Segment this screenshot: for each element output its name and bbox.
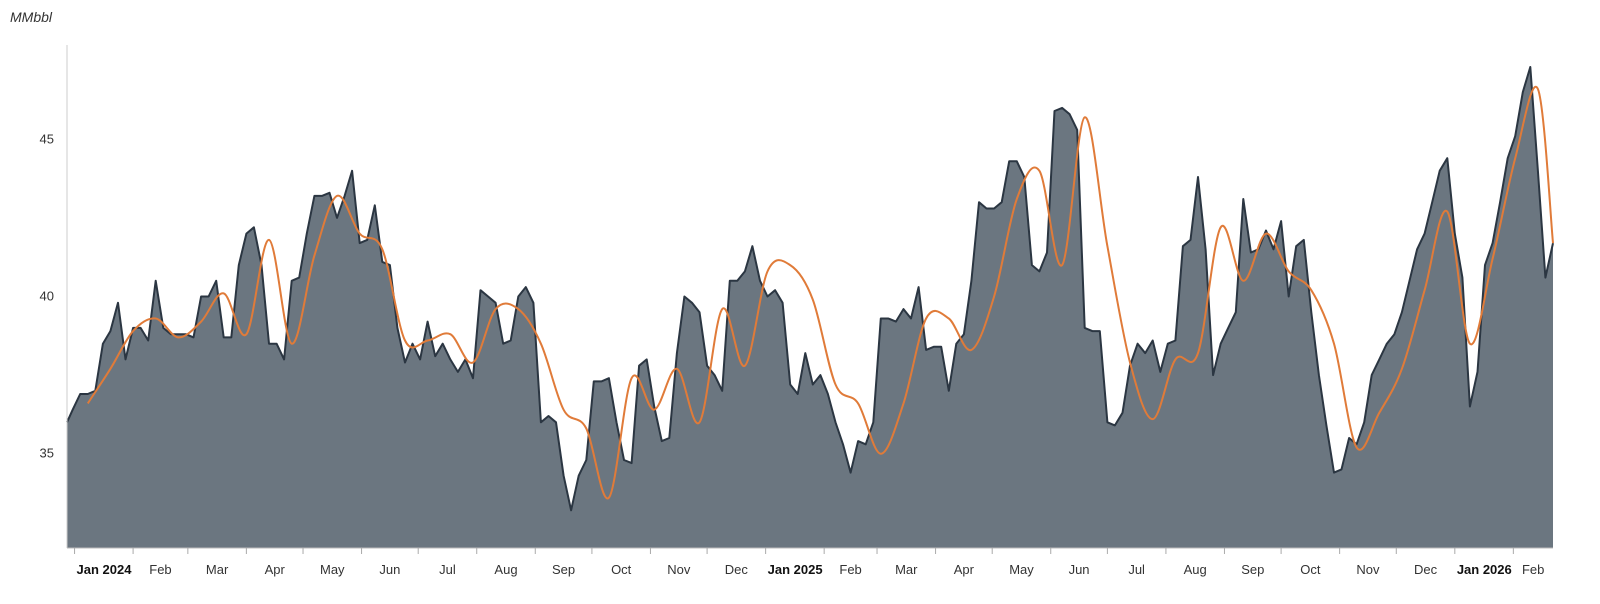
unit-label: MMbbl (10, 9, 53, 25)
x-tick-label: Nov (667, 562, 691, 577)
x-tick-label: Aug (494, 562, 517, 577)
x-tick-label: Jan 2024 (77, 562, 133, 577)
x-tick-label: Apr (954, 562, 975, 577)
y-tick-label: 35 (40, 446, 54, 461)
x-tick-label: Jan 2026 (1457, 562, 1512, 577)
x-axis-ticks: Jan 2024 Feb Mar Apr May Jun Jul Aug Sep Oct Nov De… (74, 548, 1544, 577)
series-average-line (86, 85, 1554, 500)
x-tick-label: Oct (1300, 562, 1321, 577)
x-tick-label: Apr (265, 562, 286, 577)
x-tick-label: Sep (552, 562, 575, 577)
y-axis-ticks: 35 40 45 (40, 131, 54, 460)
x-tick-label: Aug (1184, 562, 1207, 577)
y-tick-label: 45 (40, 131, 54, 146)
series-area-line (66, 66, 1554, 512)
x-tick-label: Feb (149, 562, 171, 577)
x-tick-label: May (320, 562, 345, 577)
x-tick-label: Dec (725, 562, 749, 577)
y-tick-label: 40 (40, 289, 54, 304)
x-tick-label: Jan 2025 (768, 562, 823, 577)
x-tick-label: May (1009, 562, 1034, 577)
x-tick-label: Jun (1069, 562, 1090, 577)
x-tick-label: Feb (839, 562, 861, 577)
x-tick-label: Nov (1356, 562, 1380, 577)
plot-area (66, 66, 1554, 548)
x-tick-label: Jul (1128, 562, 1145, 577)
x-tick-label: Oct (611, 562, 632, 577)
x-tick-label: Jul (439, 562, 456, 577)
x-tick-label: Mar (895, 562, 918, 577)
x-tick-label: Jun (379, 562, 400, 577)
x-tick-label: Mar (206, 562, 229, 577)
x-tick-label: Feb (1522, 562, 1544, 577)
x-tick-label: Dec (1414, 562, 1438, 577)
series-area-fill (67, 67, 1553, 548)
x-tick-label: Sep (1241, 562, 1264, 577)
